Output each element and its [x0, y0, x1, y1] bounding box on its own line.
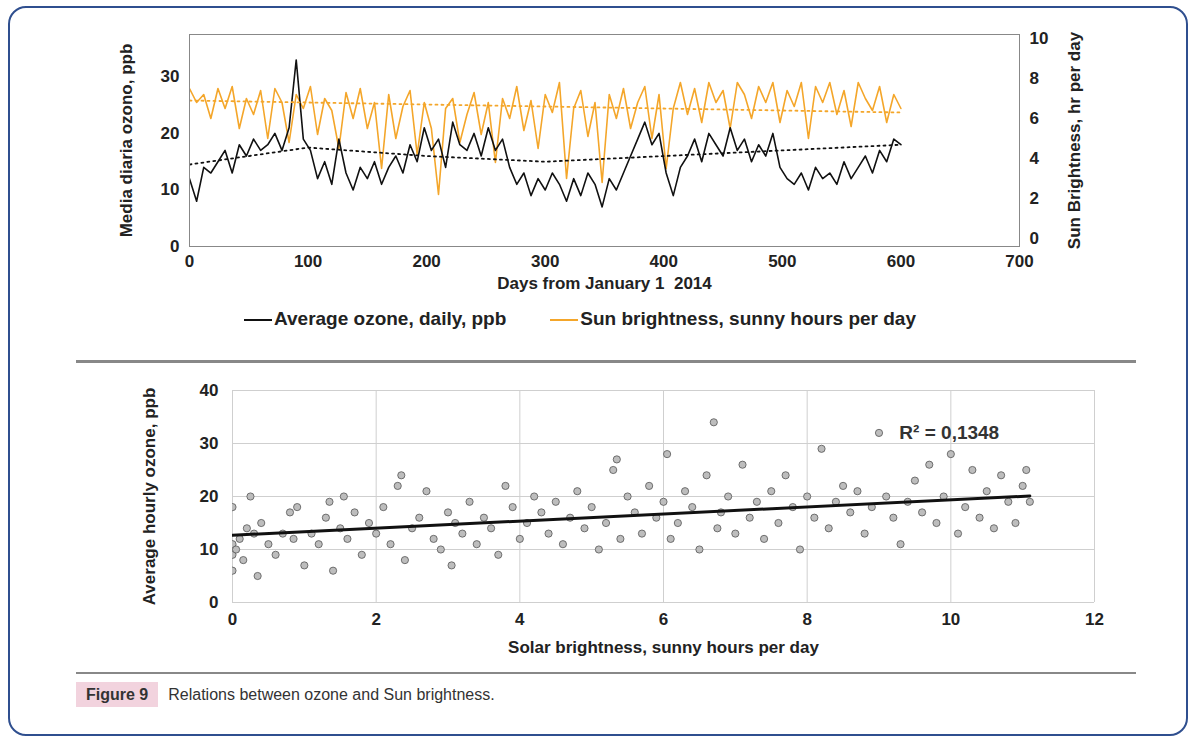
svg-text:10: 10 — [941, 610, 960, 629]
svg-text:10: 10 — [1030, 29, 1049, 48]
svg-text:700: 700 — [1005, 252, 1033, 271]
svg-text:4: 4 — [515, 610, 525, 629]
svg-text:R² = 0,1348: R² = 0,1348 — [899, 422, 999, 443]
svg-text:200: 200 — [412, 252, 440, 271]
html-text:Figure 9: Figure 9 — [86, 686, 149, 703]
html-text:Average ozone, daily, ppb: Average ozone, daily, ppb — [274, 308, 507, 329]
svg-text:20: 20 — [200, 487, 219, 506]
svg-text:Solar brightness, sunny hours: Solar brightness, sunny hours per day — [508, 638, 819, 657]
svg-text:30: 30 — [200, 434, 219, 453]
svg-text:0: 0 — [228, 610, 237, 629]
svg-text:6: 6 — [659, 610, 668, 629]
svg-text:0: 0 — [209, 593, 218, 612]
svg-text:0: 0 — [170, 237, 179, 256]
svg-text:4: 4 — [1030, 149, 1040, 168]
svg-text:0: 0 — [1030, 229, 1039, 248]
svg-text:30: 30 — [161, 67, 180, 86]
svg-text:8: 8 — [1030, 69, 1039, 88]
svg-text:600: 600 — [887, 252, 915, 271]
svg-text:0: 0 — [185, 252, 194, 271]
svg-text:6: 6 — [1030, 109, 1039, 128]
svg-text:Average hourly ozone, ppb: Average hourly ozone, ppb — [140, 388, 159, 606]
svg-text:500: 500 — [768, 252, 796, 271]
svg-text:12: 12 — [1085, 610, 1104, 629]
svg-text:Days from January 1 2014: Days from January 1 2014 — [497, 274, 712, 293]
svg-text:8: 8 — [802, 610, 811, 629]
svg-text:100: 100 — [294, 252, 322, 271]
svg-text:2: 2 — [371, 610, 380, 629]
svg-text:20: 20 — [161, 124, 180, 143]
svg-text:Media diaria ozono, ppb: Media diaria ozono, ppb — [117, 44, 136, 238]
svg-text:Sun Brightness, hr per day: Sun Brightness, hr per day — [1065, 31, 1084, 249]
svg-text:400: 400 — [650, 252, 678, 271]
svg-text:10: 10 — [161, 180, 180, 199]
svg-text:40: 40 — [200, 381, 219, 400]
html-text:Sun brightness, sunny hours pe: Sun brightness, sunny hours per day — [580, 308, 916, 329]
html-text:Relations between ozone and Su: Relations between ozone and Sun brightne… — [168, 686, 495, 703]
svg-text:2: 2 — [1030, 189, 1039, 208]
svg-text:10: 10 — [200, 540, 219, 559]
svg-text:300: 300 — [531, 252, 559, 271]
